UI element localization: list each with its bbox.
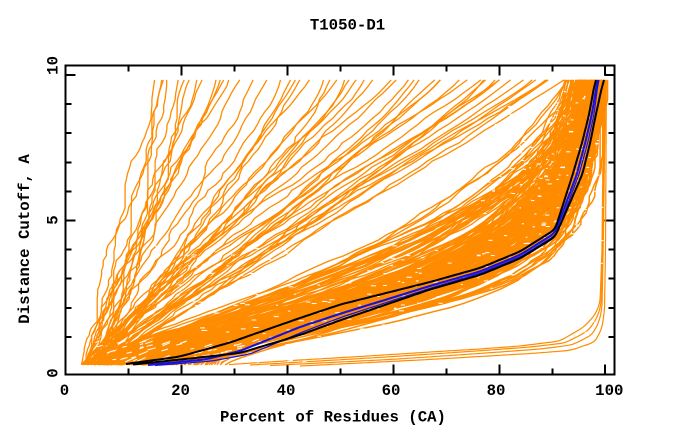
svg-text:80: 80: [487, 382, 506, 400]
svg-text:10: 10: [45, 56, 63, 75]
svg-text:5: 5: [45, 215, 63, 224]
svg-text:100: 100: [595, 382, 623, 400]
svg-text:T1050-D1: T1050-D1: [310, 16, 385, 34]
svg-text:0: 0: [60, 382, 69, 400]
svg-text:Distance Cutoff, A: Distance Cutoff, A: [16, 154, 34, 324]
svg-text:0: 0: [45, 368, 63, 377]
svg-text:Percent of Residues (CA): Percent of Residues (CA): [220, 409, 446, 427]
svg-text:40: 40: [277, 382, 296, 400]
svg-text:20: 20: [171, 382, 190, 400]
svg-text:60: 60: [382, 382, 401, 400]
